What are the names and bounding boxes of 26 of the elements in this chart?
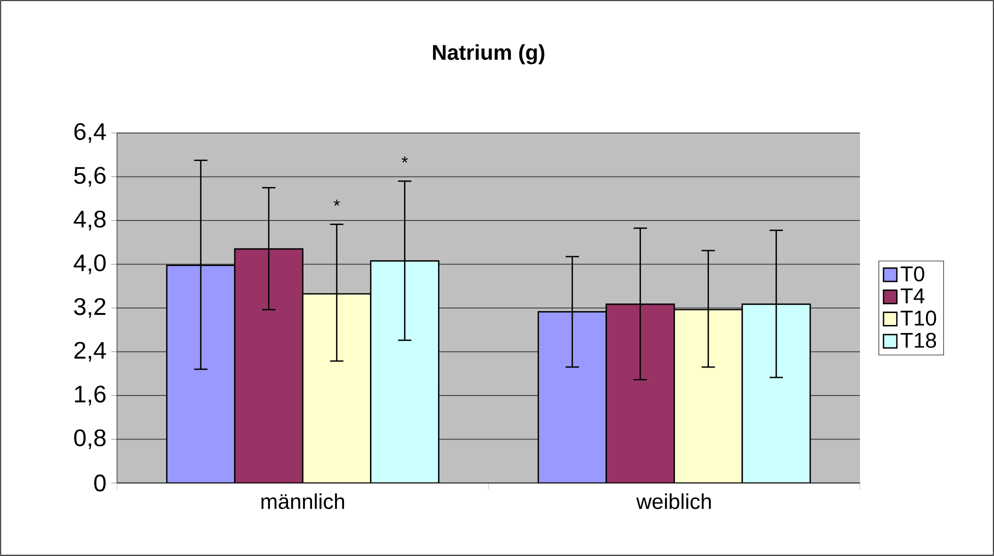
- x-tick-label: männlich: [261, 493, 344, 510]
- y-tick-label: 3,2: [74, 298, 106, 318]
- bar: [370, 260, 440, 483]
- y-tick-label: 0: [94, 474, 106, 492]
- bar: [742, 304, 811, 483]
- bar: [302, 293, 372, 483]
- annotation: *: [334, 200, 340, 206]
- annotation: *: [402, 156, 408, 163]
- y-tick-label: 1,6: [75, 386, 106, 406]
- bar: [166, 264, 236, 483]
- bar: [234, 248, 304, 483]
- bar: [674, 308, 743, 483]
- y-tick-label: 2,4: [74, 342, 106, 362]
- chart-title: Natrium (g): [433, 44, 544, 64]
- y-tick-label: 5,6: [74, 166, 106, 187]
- x-tick-label: weiblich: [636, 493, 711, 510]
- legend-label: T0: [900, 266, 924, 282]
- legend-label: T18: [900, 332, 936, 348]
- bar: [606, 304, 675, 483]
- legend-label: T4: [900, 288, 924, 304]
- y-tick-label: 0,8: [74, 429, 106, 450]
- y-tick-label: 4,8: [74, 210, 106, 230]
- legend-label: T10: [900, 310, 936, 326]
- bar: [538, 311, 607, 483]
- y-tick-label: 6,4: [74, 123, 106, 143]
- y-tick-label: 4,0: [74, 254, 106, 274]
